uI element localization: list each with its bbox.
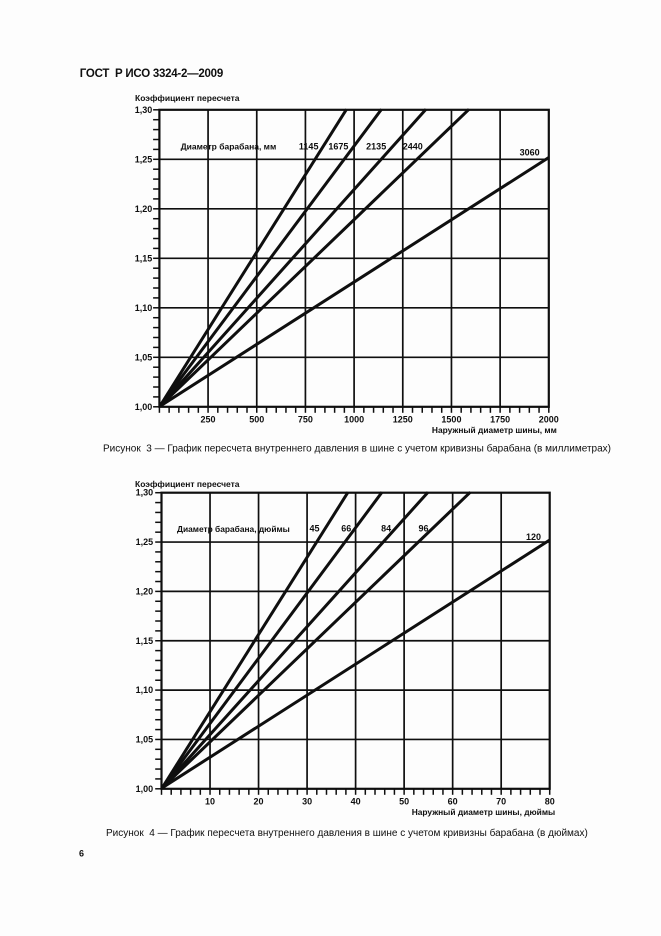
svg-text:1,30: 1,30 [136, 488, 154, 498]
svg-text:50: 50 [399, 797, 409, 807]
svg-text:45: 45 [309, 524, 319, 534]
svg-text:250: 250 [201, 414, 216, 424]
svg-text:Коэффициент пересчета: Коэффициент пересчета [135, 479, 240, 489]
svg-text:1,00: 1,00 [135, 402, 153, 412]
svg-text:120: 120 [526, 532, 541, 542]
svg-text:2135: 2135 [366, 141, 386, 151]
svg-text:2440: 2440 [403, 141, 423, 151]
svg-text:80: 80 [545, 797, 555, 807]
svg-text:ГОСТ Р ИСО 3324-2—2009: ГОСТ Р ИСО 3324-2—2009 [80, 68, 223, 80]
svg-text:500: 500 [249, 414, 264, 424]
svg-text:1,15: 1,15 [136, 636, 154, 646]
svg-text:1,00: 1,00 [136, 784, 154, 794]
svg-text:6: 6 [79, 849, 84, 859]
svg-text:1,05: 1,05 [135, 352, 153, 362]
svg-text:Диаметр барабана, мм: Диаметр барабана, мм [181, 141, 277, 151]
svg-text:Рисунок 4 — График пересчета: Рисунок 4 — График пересчета внутреннего… [106, 827, 588, 839]
svg-text:30: 30 [302, 797, 312, 807]
svg-text:10: 10 [205, 797, 215, 807]
svg-text:Коэффициент пересчета: Коэффициент пересчета [135, 93, 240, 103]
svg-text:1750: 1750 [490, 414, 510, 424]
svg-text:1500: 1500 [441, 414, 461, 424]
svg-text:1,20: 1,20 [135, 204, 153, 214]
svg-text:1000: 1000 [344, 414, 364, 424]
svg-text:1675: 1675 [328, 141, 348, 151]
svg-text:1145: 1145 [299, 141, 319, 151]
svg-text:1,25: 1,25 [136, 537, 154, 547]
svg-text:60: 60 [448, 797, 458, 807]
svg-text:70: 70 [496, 797, 506, 807]
svg-text:1,05: 1,05 [136, 734, 154, 744]
svg-text:Рисунок 3 — График пересчета: Рисунок 3 — График пересчета внутреннего… [103, 443, 611, 455]
svg-text:Наружный диаметр шины, дюймы: Наружный диаметр шины, дюймы [412, 807, 555, 817]
svg-text:1,20: 1,20 [136, 586, 154, 596]
svg-text:96: 96 [418, 524, 428, 534]
svg-text:Наружный диаметр шины, мм: Наружный диаметр шины, мм [432, 425, 557, 435]
svg-text:66: 66 [341, 524, 351, 534]
svg-text:1250: 1250 [393, 414, 413, 424]
svg-text:3060: 3060 [520, 148, 540, 158]
svg-text:750: 750 [298, 414, 313, 424]
svg-text:2000: 2000 [539, 414, 559, 424]
svg-text:40: 40 [351, 797, 361, 807]
svg-text:1,30: 1,30 [135, 105, 153, 115]
svg-text:1,10: 1,10 [135, 303, 153, 313]
svg-text:Диаметр барабана, дюймы: Диаметр барабана, дюймы [177, 524, 290, 534]
svg-text:1,15: 1,15 [135, 253, 153, 263]
svg-text:1,25: 1,25 [135, 154, 153, 164]
svg-text:84: 84 [381, 524, 391, 534]
svg-text:20: 20 [254, 797, 264, 807]
svg-text:1,10: 1,10 [136, 685, 154, 695]
